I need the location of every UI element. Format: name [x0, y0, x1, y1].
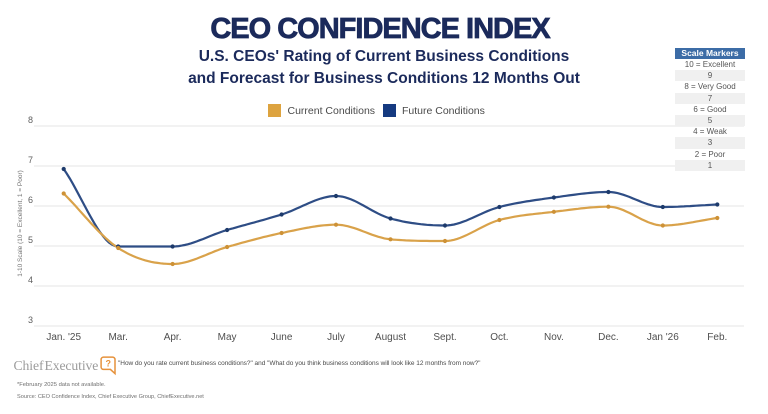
svg-text:Oct.: Oct.	[490, 332, 508, 343]
svg-text:Sept.: Sept.	[433, 332, 456, 343]
svg-text:Nov.: Nov.	[544, 332, 564, 343]
svg-text:August: August	[375, 332, 406, 343]
svg-text:Jan '26: Jan '26	[647, 332, 679, 343]
svg-text:May: May	[218, 332, 237, 343]
svg-text:June: June	[271, 332, 293, 343]
svg-text:?: ?	[105, 359, 111, 369]
svg-text:8: 8	[28, 115, 33, 125]
svg-text:Mar.: Mar.	[108, 332, 127, 343]
svg-text:7: 7	[28, 155, 33, 165]
svg-text:Jan. '25: Jan. '25	[46, 332, 81, 343]
svg-text:Apr.: Apr.	[164, 332, 182, 343]
svg-text:4: 4	[28, 275, 33, 285]
svg-text:3: 3	[28, 315, 33, 325]
svg-text:July: July	[327, 332, 345, 343]
svg-text:Dec.: Dec.	[598, 332, 619, 343]
svg-text:6: 6	[28, 195, 33, 205]
svg-text:5: 5	[28, 235, 33, 245]
svg-text:Feb.: Feb.	[707, 332, 727, 343]
